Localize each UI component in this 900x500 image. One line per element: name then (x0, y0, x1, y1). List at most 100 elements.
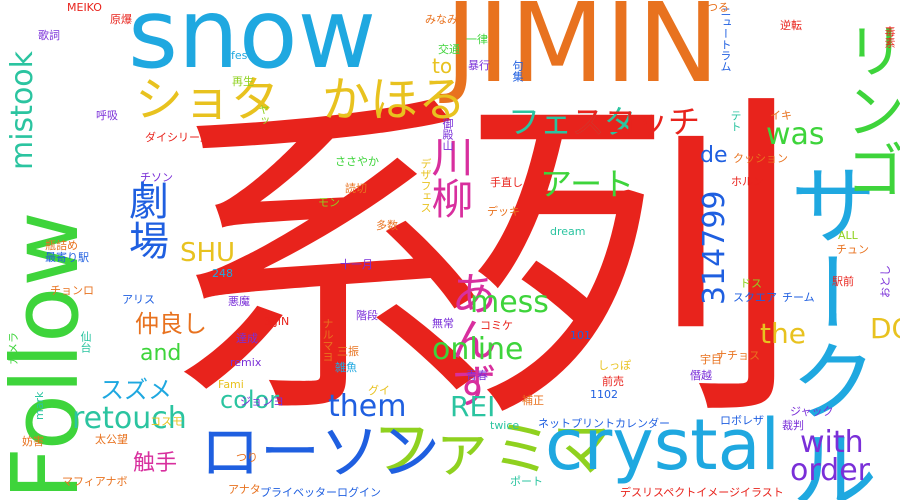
word: retouch (72, 401, 187, 436)
word: 裁判 (782, 419, 804, 432)
word: アート (540, 165, 635, 203)
word: ナチョス (716, 349, 760, 362)
word: 駅前 (832, 275, 854, 288)
word: 劇場 (122, 180, 168, 260)
word: color (220, 386, 280, 414)
word: ロボレザ (720, 414, 764, 427)
word: 3 JIN (264, 315, 290, 328)
word: 達成 (236, 332, 258, 345)
word: コミケ (480, 319, 513, 332)
word: チュン (836, 243, 869, 256)
word: デスリスペクトイメージイラスト (620, 486, 784, 499)
word: ジョンヨ (240, 395, 284, 408)
word: with (800, 425, 864, 460)
word: mistook (5, 50, 40, 170)
word: あんず (444, 270, 498, 408)
word: crystal (545, 404, 780, 486)
word: de (700, 143, 728, 168)
word: and (140, 341, 182, 366)
word: 歌詞 (38, 29, 60, 42)
word: 前売 (602, 375, 624, 388)
word: mess (470, 285, 549, 320)
word: デザフェス (419, 158, 432, 213)
word: ヤッ (257, 104, 270, 126)
word: チーム (782, 291, 815, 304)
word: スクエア (733, 291, 777, 304)
word: 原爆 (110, 13, 132, 26)
word: かほる (322, 72, 467, 128)
word: リンゴ (835, 20, 900, 200)
word: 仙台 (79, 331, 92, 353)
word: 三振 (337, 345, 359, 358)
word: dream (550, 225, 586, 238)
word: イキ (770, 109, 792, 122)
word: DC (870, 312, 900, 345)
word: チソン (140, 171, 173, 184)
word: みなみ (425, 13, 458, 26)
word: 階段 (356, 309, 378, 322)
word: online (432, 332, 524, 367)
word: 101 (570, 329, 591, 342)
word: to (432, 54, 453, 78)
word: Fami (218, 378, 244, 391)
word: スズメ (100, 376, 172, 404)
word: ニュートラム (719, 6, 732, 72)
word: order (790, 453, 870, 488)
word: was (766, 117, 825, 152)
word: them (328, 389, 407, 424)
word: ファミマ (372, 415, 612, 485)
word: スコッチ (572, 103, 701, 141)
word: 僭越 (690, 369, 712, 382)
word: グイ (368, 384, 390, 397)
word: ささやか (335, 155, 379, 168)
word: マフィアナボ (62, 475, 128, 488)
word: remix (230, 356, 262, 369)
word: MEIKO (67, 1, 102, 14)
word: ショタ (135, 72, 280, 128)
word: ドス (740, 277, 762, 290)
word: 交通 (438, 43, 460, 56)
word: ジャック (790, 405, 834, 418)
word: 御殿山 (441, 118, 454, 151)
word: 妨害 (22, 435, 44, 448)
word: 多数 (376, 219, 398, 232)
word: 314799 (697, 190, 732, 305)
word: mark (33, 391, 46, 420)
word: 暴行 (468, 59, 490, 72)
word: ALL (838, 229, 858, 242)
word: 毒素 (883, 26, 896, 48)
word: カメラ (7, 332, 20, 365)
word: 248 (212, 267, 233, 280)
word: デッキ (487, 205, 520, 218)
word: 再生 (232, 75, 254, 88)
word: ホルン (731, 175, 764, 188)
word: 雑魚 (335, 361, 357, 374)
word: フェスタ (508, 103, 637, 141)
word: つり (236, 451, 258, 464)
word: 触手 (133, 451, 178, 476)
word: the (760, 317, 806, 350)
word: snow (128, 0, 377, 90)
word: チョンロ (50, 284, 94, 297)
word: 補正 (522, 394, 544, 407)
word: しっぽ (598, 359, 631, 372)
word: 十一月 (340, 258, 373, 271)
word: アナタ (228, 483, 261, 496)
word: 仲良し (135, 310, 207, 338)
word: 太公望 (95, 433, 128, 446)
word: ポート (510, 475, 543, 488)
word: 川柳 (425, 135, 474, 219)
word: 手直し (490, 176, 523, 189)
word: ネットプリントカレンダー (538, 417, 670, 430)
word: 最寄り駅 (45, 251, 89, 264)
word: テト (729, 110, 742, 132)
word: twice (490, 419, 520, 432)
word: ufes (224, 49, 248, 62)
word: モン (318, 196, 340, 209)
word: 青春 (466, 369, 488, 382)
word: SHU (180, 238, 236, 268)
word: 1102 (590, 388, 618, 401)
word: REI (450, 390, 496, 423)
word: 一律 (466, 33, 488, 46)
